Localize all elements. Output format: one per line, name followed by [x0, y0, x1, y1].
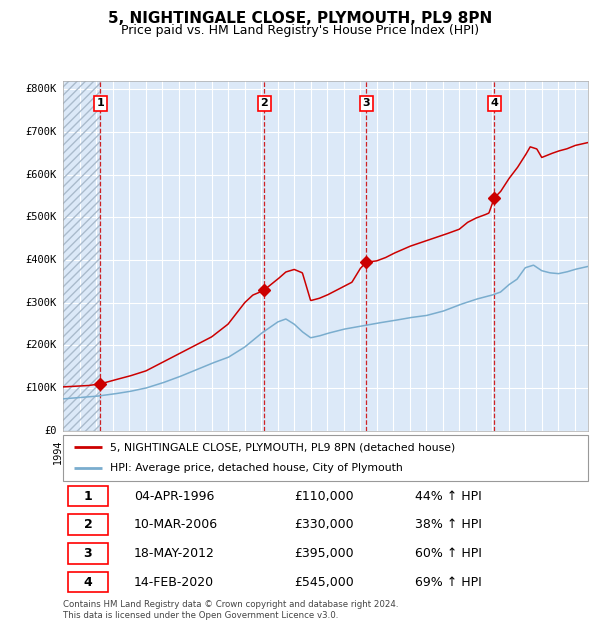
Text: 60% ↑ HPI: 60% ↑ HPI [415, 547, 482, 560]
Text: £330,000: £330,000 [294, 518, 353, 531]
FancyBboxPatch shape [68, 515, 107, 535]
Text: 2010: 2010 [317, 440, 327, 464]
Text: 2022: 2022 [515, 440, 525, 464]
Text: Contains HM Land Registry data © Crown copyright and database right 2024.
This d: Contains HM Land Registry data © Crown c… [63, 600, 398, 619]
Text: 44% ↑ HPI: 44% ↑ HPI [415, 490, 482, 503]
Text: £200K: £200K [25, 340, 57, 350]
Text: 2019: 2019 [466, 440, 476, 464]
Text: 2021: 2021 [499, 440, 509, 464]
Text: 2020: 2020 [482, 440, 492, 464]
Text: 69% ↑ HPI: 69% ↑ HPI [415, 575, 482, 588]
Text: Price paid vs. HM Land Registry's House Price Index (HPI): Price paid vs. HM Land Registry's House … [121, 24, 479, 37]
Text: 1996: 1996 [86, 440, 96, 464]
Text: 1999: 1999 [136, 440, 146, 464]
Text: 2006: 2006 [251, 440, 261, 464]
FancyBboxPatch shape [68, 543, 107, 564]
Text: 04-APR-1996: 04-APR-1996 [134, 490, 214, 503]
Text: 2016: 2016 [416, 440, 426, 464]
Text: £800K: £800K [25, 84, 57, 94]
Text: 3: 3 [83, 547, 92, 560]
Text: 2001: 2001 [169, 440, 179, 464]
Text: £500K: £500K [25, 212, 57, 223]
Text: 4: 4 [83, 575, 92, 588]
Text: £300K: £300K [25, 298, 57, 308]
Text: £600K: £600K [25, 170, 57, 180]
Text: 2000: 2000 [152, 440, 162, 464]
Text: 1: 1 [83, 490, 92, 503]
Text: 2008: 2008 [284, 440, 294, 464]
Text: £100K: £100K [25, 383, 57, 393]
Text: 1994: 1994 [53, 440, 63, 464]
Text: 2003: 2003 [202, 440, 212, 464]
Text: 2002: 2002 [185, 440, 195, 464]
Text: HPI: Average price, detached house, City of Plymouth: HPI: Average price, detached house, City… [110, 463, 403, 473]
Text: 5, NIGHTINGALE CLOSE, PLYMOUTH, PL9 8PN (detached house): 5, NIGHTINGALE CLOSE, PLYMOUTH, PL9 8PN … [110, 443, 455, 453]
Text: 2014: 2014 [383, 440, 393, 464]
Text: 2018: 2018 [449, 440, 459, 464]
Text: £700K: £700K [25, 127, 57, 137]
Text: 2012: 2012 [350, 440, 360, 464]
Text: 4: 4 [490, 99, 498, 108]
Text: £545,000: £545,000 [294, 575, 354, 588]
FancyBboxPatch shape [63, 435, 588, 480]
Text: 1995: 1995 [70, 440, 80, 464]
Text: 2015: 2015 [400, 440, 410, 464]
Text: 14-FEB-2020: 14-FEB-2020 [134, 575, 214, 588]
Text: 2007: 2007 [268, 440, 278, 464]
Text: 3: 3 [362, 99, 370, 108]
Text: 2025: 2025 [565, 440, 575, 464]
FancyBboxPatch shape [68, 485, 107, 507]
Text: 2024: 2024 [548, 440, 558, 464]
Text: 1: 1 [97, 99, 104, 108]
Text: 38% ↑ HPI: 38% ↑ HPI [415, 518, 482, 531]
Text: 10-MAR-2006: 10-MAR-2006 [134, 518, 218, 531]
Text: 2005: 2005 [235, 440, 245, 464]
Text: 2013: 2013 [367, 440, 377, 464]
Text: 2011: 2011 [334, 440, 344, 464]
FancyBboxPatch shape [68, 572, 107, 593]
Text: 2023: 2023 [532, 440, 542, 464]
Text: 2017: 2017 [433, 440, 443, 464]
Text: 2: 2 [83, 518, 92, 531]
Text: £0: £0 [44, 426, 57, 436]
Text: £395,000: £395,000 [294, 547, 353, 560]
Text: £400K: £400K [25, 255, 57, 265]
Text: 2004: 2004 [218, 440, 228, 464]
Text: 2: 2 [260, 99, 268, 108]
Text: 2009: 2009 [301, 440, 311, 464]
Text: 5, NIGHTINGALE CLOSE, PLYMOUTH, PL9 8PN: 5, NIGHTINGALE CLOSE, PLYMOUTH, PL9 8PN [108, 11, 492, 26]
Text: 18-MAY-2012: 18-MAY-2012 [134, 547, 215, 560]
Text: £110,000: £110,000 [294, 490, 353, 503]
Text: 1998: 1998 [119, 440, 129, 464]
Text: 1997: 1997 [103, 440, 113, 464]
